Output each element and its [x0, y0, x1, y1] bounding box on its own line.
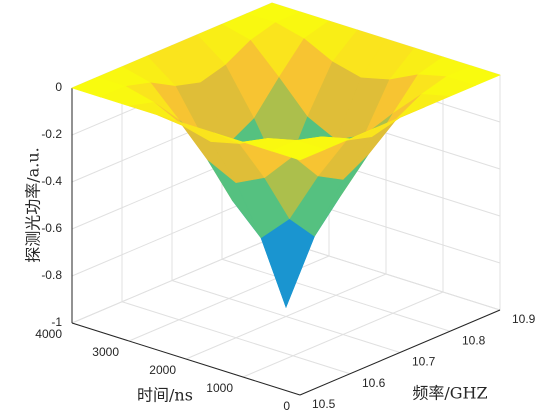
y-tick-label: 0 — [283, 399, 290, 413]
z-tick-label: -0.2 — [41, 127, 62, 141]
z-tick-label: -0.4 — [41, 174, 62, 188]
y-tick-label: 1000 — [206, 381, 233, 395]
z-tick-label: -0.8 — [41, 268, 62, 282]
z-tick-label: -0.6 — [41, 221, 62, 235]
grid-line — [121, 301, 351, 375]
x-tick-label: 10.9 — [512, 312, 536, 326]
x-axis-label: 频率/GHZ — [412, 384, 487, 403]
y-tick-label: 2000 — [149, 363, 176, 377]
x-tick-label: 10.8 — [462, 333, 486, 347]
x-tick-label: 10.5 — [312, 397, 336, 411]
y-axis-label: 时间/ns — [137, 386, 193, 405]
axis-line — [71, 322, 301, 396]
grid-line — [171, 280, 401, 353]
z-tick-label: -1 — [51, 315, 62, 329]
x-tick-label: 10.7 — [412, 355, 436, 369]
y-tick-label: 4000 — [35, 327, 62, 341]
x-tick-label: 10.6 — [362, 376, 386, 390]
z-axis-label: 探测光功率/a.u. — [24, 147, 43, 262]
grid-line — [221, 258, 451, 332]
z-tick-label: 0 — [55, 80, 62, 94]
grid-line — [271, 237, 501, 311]
y-tick-label: 3000 — [92, 345, 119, 359]
axis-line — [299, 309, 501, 396]
surface-patch — [270, 140, 326, 161]
